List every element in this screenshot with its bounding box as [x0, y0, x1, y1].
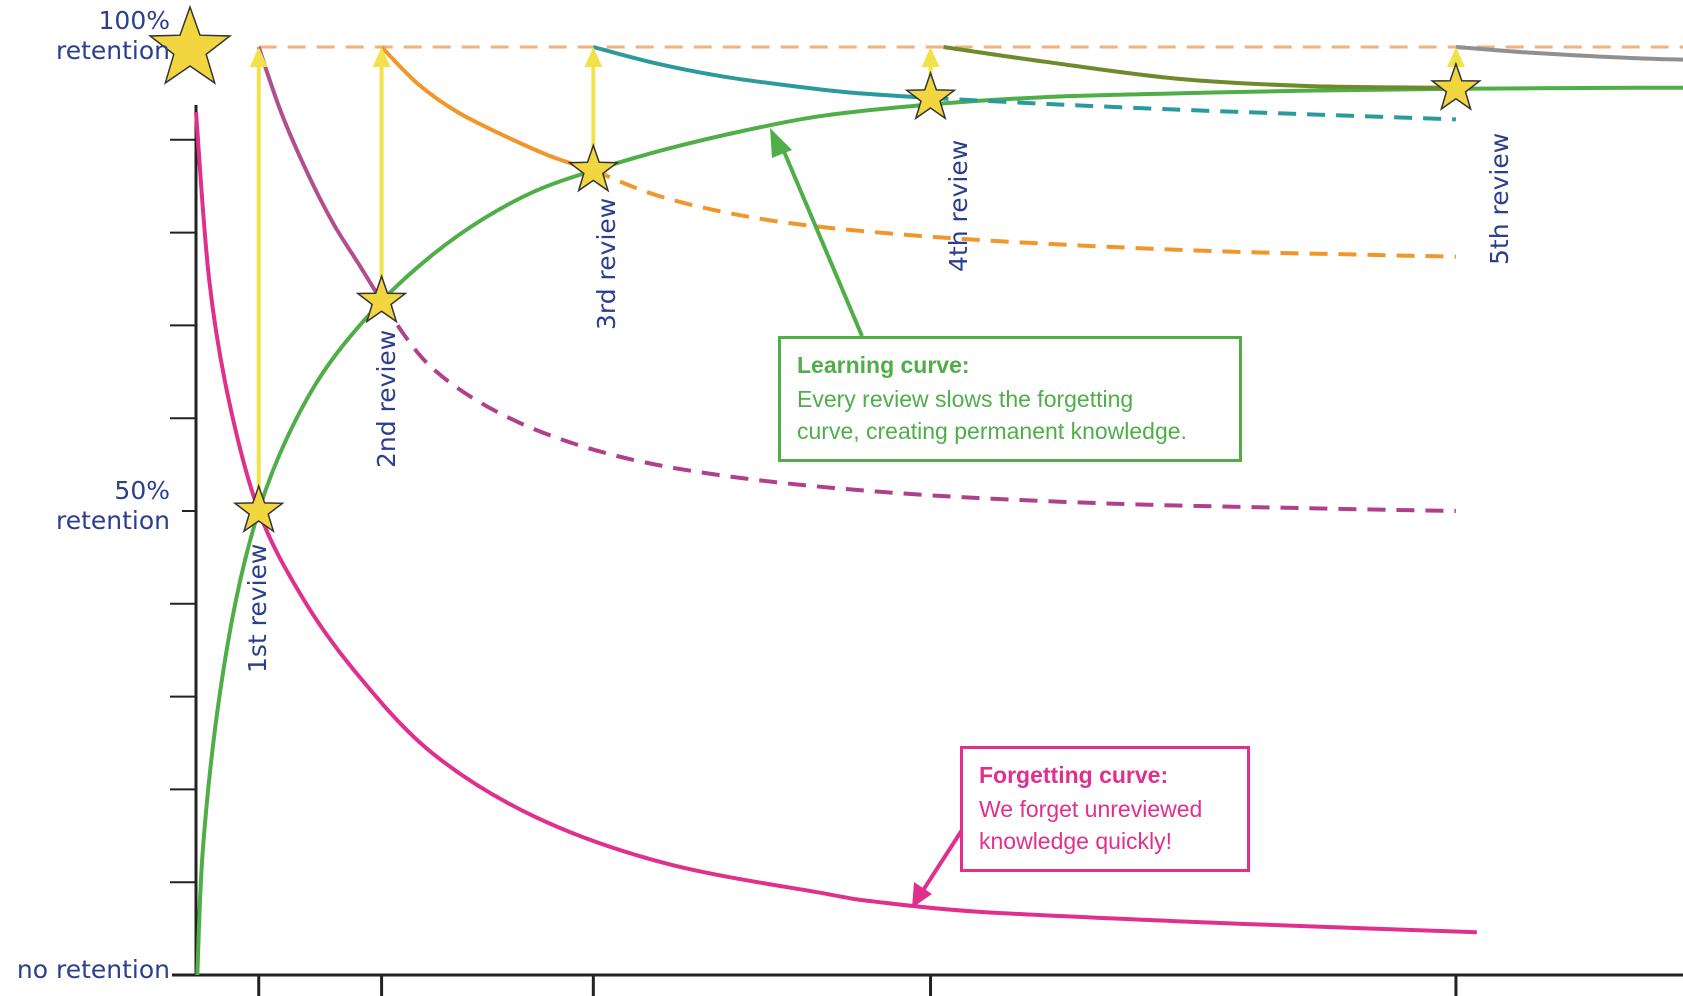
learning-curve-note-line1: Every review slows the forgetting — [797, 386, 1134, 412]
review-label-4: 4th review — [944, 139, 973, 272]
y-tick-label-100: 100% retention — [20, 6, 170, 66]
review-arrow-head-1 — [249, 47, 268, 67]
y-tick-label-100-line2: retention — [55, 36, 170, 65]
review-label-1: 1st review — [243, 543, 272, 673]
forgetting-note-pointer-line — [920, 828, 964, 894]
annotation-pointers — [770, 128, 964, 908]
review-star-marker-3 — [567, 143, 620, 193]
learning-note-pointer-head — [770, 128, 792, 158]
review-markers — [147, 4, 1482, 534]
forgetting-curve-note-title: Forgetting curve: — [979, 762, 1169, 788]
learning-curve-note: Learning curve: Every review slows the f… — [778, 336, 1242, 462]
series-projected-decay-after-4th-review — [930, 96, 1456, 122]
series-decay-after-3rd-review — [592, 45, 931, 100]
review-arrow-head-4 — [921, 47, 940, 67]
y-tick-label-50-line1: 50% — [114, 476, 170, 505]
start-star-marker — [147, 4, 233, 85]
y-tick-label-0: no retention — [0, 955, 170, 985]
review-label-3: 3rd review — [592, 197, 621, 330]
forgetting-note-pointer-head — [912, 882, 932, 908]
series-layer — [194, 45, 1683, 976]
review-star-marker-5 — [1430, 61, 1482, 111]
series-forgetting-curve — [194, 111, 1477, 935]
series-projected-decay-after-2nd-review — [379, 300, 1456, 513]
axes — [170, 105, 1683, 996]
series-projected-decay-after-3rd-review — [592, 168, 1456, 259]
y-tick-label-100-line1: 100% — [98, 6, 170, 35]
series-learning-curve — [195, 85, 1683, 976]
review-star-marker-4 — [904, 70, 957, 121]
learning-curve-note-line2: curve, creating permanent knowledge. — [797, 418, 1187, 444]
review-arrow-head-3 — [584, 47, 603, 67]
y-tick-label-50: 50% retention — [20, 476, 170, 536]
series-decay-after-5th-review — [1455, 45, 1683, 62]
review-star-marker-1 — [232, 483, 285, 534]
forgetting-curve-note: Forgetting curve: We forget unreviewed k… — [960, 746, 1250, 872]
review-arrow-head-2 — [372, 47, 391, 67]
series-decay-after-1st-review — [256, 46, 384, 303]
review-star-marker-2 — [355, 274, 408, 324]
learning-curve-note-title: Learning curve: — [797, 352, 970, 378]
forgetting-curve-note-line2: knowledge quickly! — [979, 828, 1173, 854]
review-label-2: 2nd review — [372, 329, 401, 468]
series-decay-after-2nd-review — [380, 45, 594, 173]
review-label-5: 5th review — [1485, 132, 1514, 265]
y-tick-label-50-line2: retention — [55, 506, 170, 535]
series-decay-after-4th-review — [943, 45, 1456, 90]
review-arrow-head-5 — [1446, 47, 1465, 67]
y-tick-label-0-line1: no retention — [16, 955, 170, 984]
forgetting-curve-note-line1: We forget unreviewed — [979, 796, 1203, 822]
learning-note-pointer-line — [778, 141, 864, 337]
